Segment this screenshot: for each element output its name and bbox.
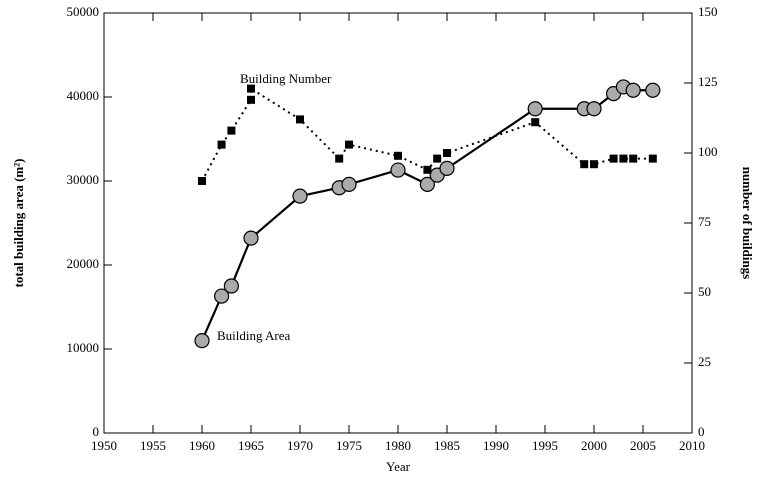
y2-tick-label: 125 <box>698 74 718 89</box>
point <box>648 154 657 163</box>
x-tick-label: 1995 <box>532 438 558 453</box>
point <box>619 154 628 163</box>
point <box>590 160 598 169</box>
y-tick-label: 0 <box>93 424 100 439</box>
y-tick-label: 40000 <box>67 88 100 103</box>
y-tick-label: 30000 <box>67 172 100 187</box>
y2-tick-label: 75 <box>698 214 711 229</box>
y2-tick-label: 150 <box>698 4 718 19</box>
point <box>625 82 641 98</box>
y2-tick-label: 0 <box>698 424 705 439</box>
point <box>292 188 308 204</box>
y2-tick-label: 100 <box>698 144 718 159</box>
x-tick-label: 1950 <box>91 438 117 453</box>
point <box>247 95 255 104</box>
y2-tick-label: 50 <box>698 284 711 299</box>
point <box>217 140 226 149</box>
x-tick-label: 1980 <box>385 438 411 453</box>
x-tick-label: 1965 <box>238 438 264 453</box>
x-tick-label: 2010 <box>679 438 705 453</box>
y-tick-label: 20000 <box>67 256 100 271</box>
x-axis-label: Year <box>386 459 411 474</box>
point <box>586 101 602 117</box>
x-tick-label: 1990 <box>483 438 509 453</box>
y-axis-label: total building area (m²) <box>11 159 26 288</box>
x-tick-label: 1960 <box>189 438 215 453</box>
y2-axis-label: number of buildings <box>740 167 755 279</box>
point <box>394 151 402 160</box>
point <box>214 288 230 304</box>
point <box>419 176 435 192</box>
y2-tick-label: 25 <box>698 354 711 369</box>
point <box>531 118 540 127</box>
point <box>629 154 638 163</box>
x-tick-label: 1975 <box>336 438 362 453</box>
point <box>335 154 344 163</box>
point <box>439 160 455 176</box>
y-tick-label: 10000 <box>67 340 100 355</box>
point <box>390 162 406 178</box>
point <box>243 230 259 246</box>
x-tick-label: 2005 <box>630 438 656 453</box>
point <box>443 149 451 157</box>
point <box>247 84 255 93</box>
point <box>194 333 210 349</box>
annotation: Building Number <box>240 71 332 86</box>
point <box>580 160 589 169</box>
point <box>645 82 661 98</box>
point <box>341 176 357 192</box>
x-tick-label: 1985 <box>434 438 460 453</box>
x-tick-label: 1970 <box>287 438 313 453</box>
point <box>296 115 304 124</box>
point <box>198 177 206 185</box>
point <box>223 278 239 294</box>
series-line <box>200 85 653 342</box>
point <box>609 154 618 163</box>
annotation: Building Area <box>217 328 291 343</box>
point <box>227 126 236 135</box>
plot-frame <box>103 12 693 434</box>
point <box>433 154 442 163</box>
point <box>345 140 353 149</box>
x-tick-label: 1955 <box>140 438 166 453</box>
y-tick-label: 50000 <box>67 4 100 19</box>
point <box>527 101 543 117</box>
point <box>423 165 432 174</box>
x-tick-label: 2000 <box>581 438 607 453</box>
